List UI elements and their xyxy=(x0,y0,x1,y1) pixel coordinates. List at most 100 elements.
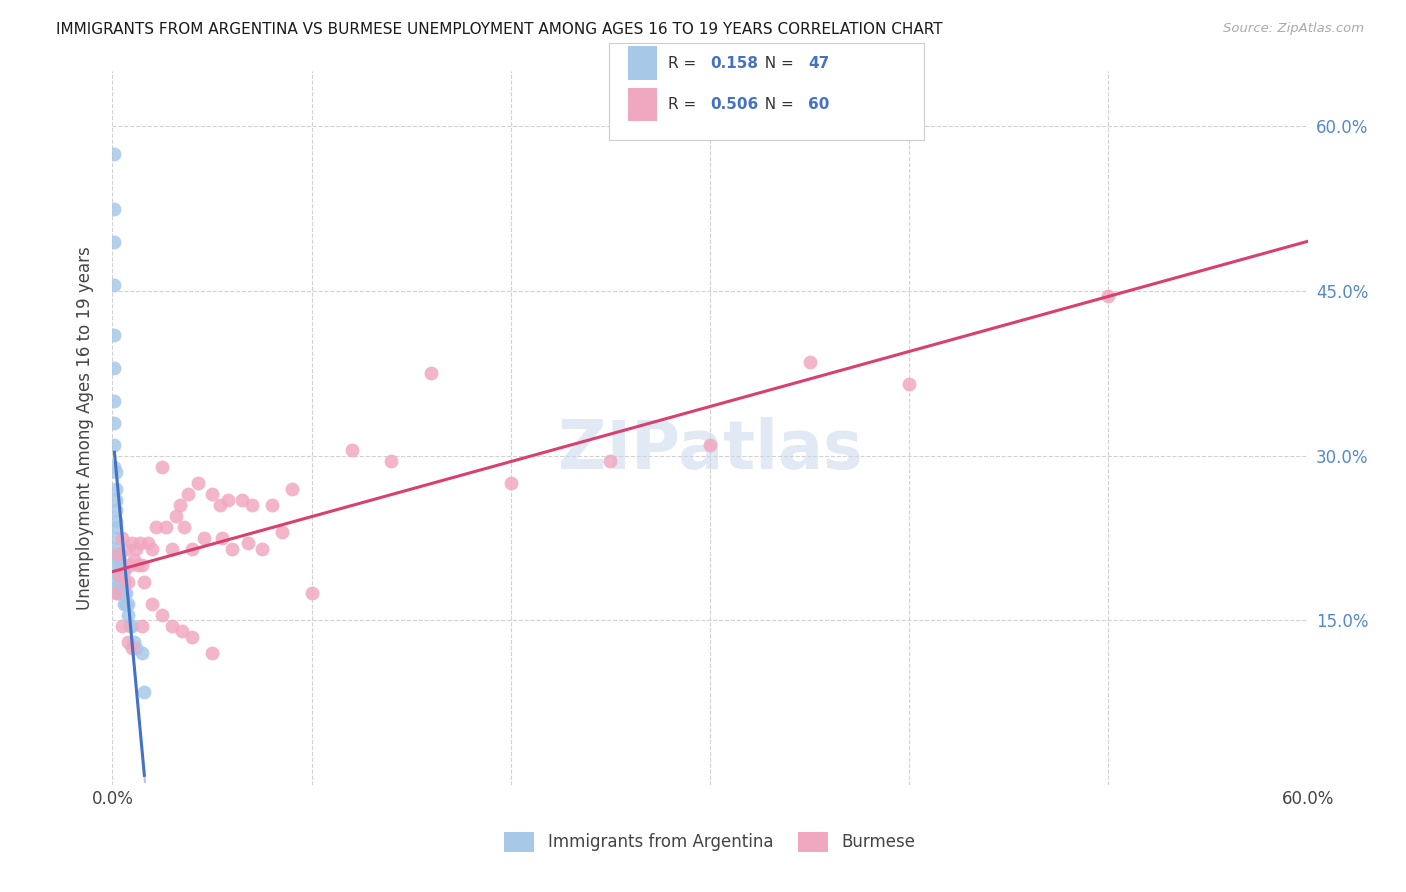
Point xyxy=(111,574,134,589)
Point xyxy=(121,536,143,550)
Point xyxy=(110,553,132,567)
Point xyxy=(105,541,128,556)
Point xyxy=(107,553,129,567)
Text: 47: 47 xyxy=(808,55,830,70)
Point xyxy=(150,459,173,474)
Point xyxy=(201,487,224,501)
Point xyxy=(105,586,128,600)
Point xyxy=(799,355,821,369)
Text: 0.158: 0.158 xyxy=(710,55,758,70)
Point xyxy=(162,619,183,633)
Point xyxy=(138,536,160,550)
Point xyxy=(111,558,134,573)
Point xyxy=(121,640,143,655)
Point xyxy=(105,465,128,479)
Point xyxy=(301,586,323,600)
Point xyxy=(105,503,128,517)
Point xyxy=(103,416,125,430)
Point xyxy=(103,278,125,293)
Point xyxy=(103,327,125,342)
Point xyxy=(105,492,128,507)
Point xyxy=(103,360,125,375)
Point xyxy=(125,541,148,556)
Point xyxy=(898,377,921,392)
Point xyxy=(181,630,204,644)
Point xyxy=(169,498,191,512)
Point xyxy=(103,235,125,249)
Point xyxy=(231,492,253,507)
Point xyxy=(124,553,146,567)
Point xyxy=(162,541,183,556)
Point xyxy=(111,619,134,633)
Point xyxy=(107,580,129,594)
Point xyxy=(1097,289,1119,303)
Point xyxy=(105,548,128,562)
Point xyxy=(240,498,263,512)
Point xyxy=(120,558,142,573)
Point xyxy=(115,597,138,611)
Point xyxy=(155,520,177,534)
Point xyxy=(105,515,128,529)
Point xyxy=(117,635,139,649)
Point xyxy=(211,531,233,545)
Point xyxy=(177,487,200,501)
Point xyxy=(103,146,125,161)
Point xyxy=(117,574,139,589)
Point xyxy=(111,586,134,600)
Point xyxy=(281,482,304,496)
Point xyxy=(499,476,522,491)
Text: N =: N = xyxy=(755,97,799,112)
Text: N =: N = xyxy=(755,55,799,70)
Text: R =: R = xyxy=(668,55,702,70)
Text: 0.506: 0.506 xyxy=(710,97,758,112)
Point xyxy=(217,492,239,507)
Point xyxy=(209,498,232,512)
Point xyxy=(145,520,167,534)
Point xyxy=(221,541,243,556)
Point xyxy=(127,558,149,573)
Point xyxy=(193,531,215,545)
Point xyxy=(250,541,273,556)
Legend: Immigrants from Argentina, Burmese: Immigrants from Argentina, Burmese xyxy=(498,825,922,859)
Point xyxy=(141,541,163,556)
Point xyxy=(131,646,153,660)
Point xyxy=(599,454,621,468)
Point xyxy=(111,531,134,545)
Point xyxy=(107,558,129,573)
Point xyxy=(173,520,195,534)
Text: Source: ZipAtlas.com: Source: ZipAtlas.com xyxy=(1223,22,1364,36)
Point xyxy=(134,574,156,589)
Point xyxy=(150,607,173,622)
Point xyxy=(236,536,259,550)
Point xyxy=(201,646,224,660)
Point xyxy=(105,531,128,545)
Point xyxy=(107,569,129,583)
Point xyxy=(121,619,143,633)
Point xyxy=(107,574,129,589)
Point xyxy=(105,520,128,534)
Point xyxy=(103,393,125,408)
Point xyxy=(270,525,292,540)
Point xyxy=(129,536,152,550)
Point xyxy=(110,574,132,589)
Point xyxy=(115,586,138,600)
Point xyxy=(117,597,139,611)
Point xyxy=(187,476,209,491)
Point xyxy=(120,619,142,633)
Point xyxy=(107,548,129,562)
Text: 60: 60 xyxy=(808,97,830,112)
Point xyxy=(114,597,135,611)
Point xyxy=(110,564,132,578)
Point xyxy=(141,597,163,611)
Point xyxy=(181,541,204,556)
Point xyxy=(114,564,135,578)
Point xyxy=(420,366,443,380)
Point xyxy=(172,624,194,639)
Text: ZIPatlas: ZIPatlas xyxy=(558,417,862,483)
Point xyxy=(165,508,187,523)
Point xyxy=(107,564,129,578)
Point xyxy=(117,607,139,622)
Y-axis label: Unemployment Among Ages 16 to 19 years: Unemployment Among Ages 16 to 19 years xyxy=(76,246,94,610)
Text: R =: R = xyxy=(668,97,702,112)
Point xyxy=(134,684,156,698)
